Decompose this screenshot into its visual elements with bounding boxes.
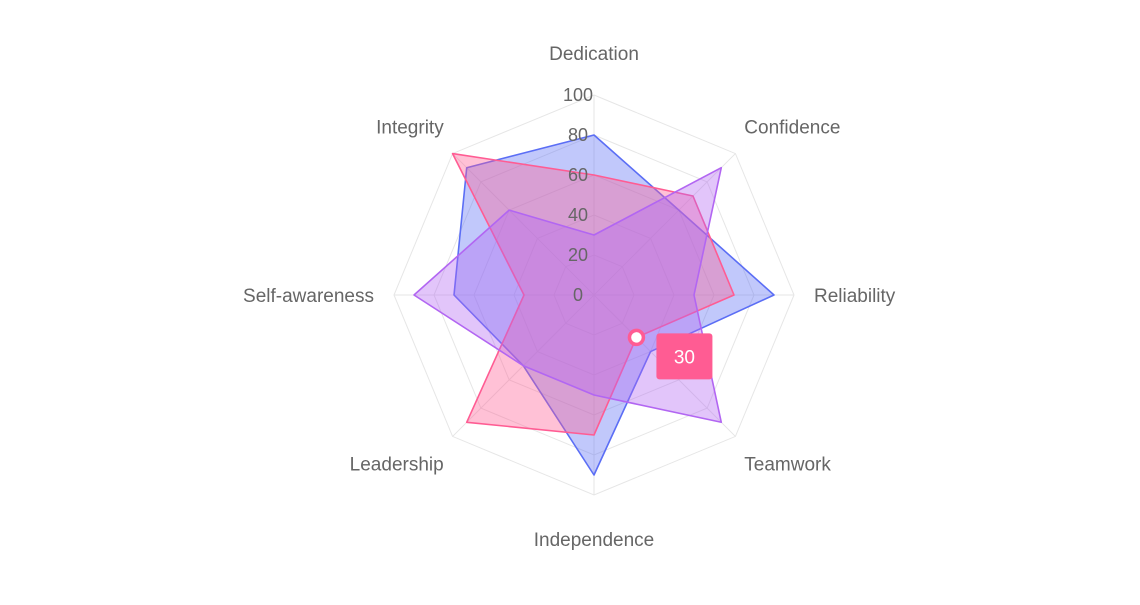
- tick-label-20: 20: [568, 245, 588, 265]
- radar-grid: [393, 94, 795, 496]
- series-3-area: [413, 166, 723, 424]
- radar-series-group: [413, 134, 775, 476]
- tick-label-80: 80: [568, 125, 588, 145]
- tick-label-40: 40: [568, 205, 588, 225]
- highlight-point: [627, 328, 646, 347]
- highlight-group: 30: [627, 328, 713, 380]
- axis-labels: Dedication Confidence Reliability Teamwork I…: [243, 44, 896, 551]
- axis-label-integrity: Integrity: [376, 118, 444, 139]
- tick-label-0: 0: [573, 285, 583, 305]
- axis-label-self-awareness: Self-awareness: [243, 286, 374, 307]
- axis-label-confidence: Confidence: [744, 118, 840, 139]
- tick-label-100: 100: [563, 85, 593, 105]
- axis-label-leadership: Leadership: [350, 454, 444, 475]
- grid-spoke-integrity: [452, 153, 595, 296]
- grid-spoke-confidence: [593, 153, 736, 296]
- tick-label-60: 60: [568, 165, 588, 185]
- tooltip-box: [656, 333, 713, 380]
- axis-label-dedication: Dedication: [549, 44, 639, 65]
- axis-label-independence: Independence: [534, 530, 654, 551]
- axis-label-reliability: Reliability: [814, 286, 896, 307]
- tooltip-value: 30: [674, 347, 695, 368]
- radial-tick-labels: 0 20 40 60 80 100: [563, 85, 593, 305]
- axis-label-teamwork: Teamwork: [744, 454, 831, 475]
